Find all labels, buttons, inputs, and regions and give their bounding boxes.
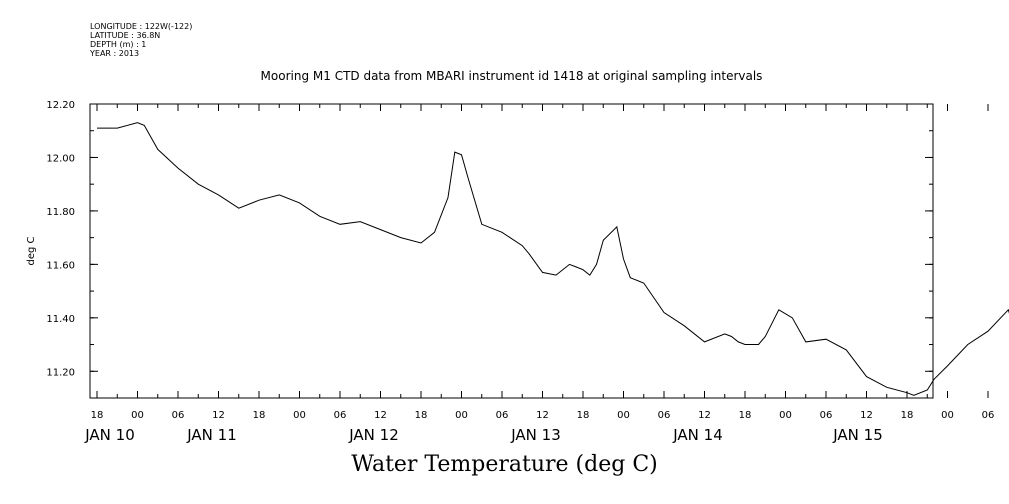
x-tick-label: 00 bbox=[131, 410, 144, 421]
series-line bbox=[97, 122, 1009, 396]
x-tick-label: 00 bbox=[941, 410, 954, 421]
y-tick-label: 11.40 bbox=[46, 314, 75, 325]
x-day-label: JAN 10 bbox=[84, 426, 135, 444]
x-tick-label: 06 bbox=[820, 410, 833, 421]
x-tick-label: 18 bbox=[415, 410, 428, 421]
x-tick-label: 12 bbox=[698, 410, 711, 421]
footer-title: Water Temperature (deg C) bbox=[351, 452, 658, 477]
metadata-block: LONGITUDE : 122W(-122) LATITUDE : 36.8N … bbox=[90, 22, 192, 58]
latitude-label: LATITUDE : 36.8N bbox=[90, 31, 161, 40]
x-tick-label: 18 bbox=[901, 410, 914, 421]
chart-title: Mooring M1 CTD data from MBARI instrumen… bbox=[260, 69, 763, 83]
x-tick-label: 06 bbox=[982, 410, 995, 421]
y-tick-label: 11.20 bbox=[46, 367, 75, 378]
x-tick-label: 18 bbox=[253, 410, 266, 421]
x-tick-label: 12 bbox=[860, 410, 873, 421]
x-tick-label: 12 bbox=[536, 410, 549, 421]
y-axis: 11.20 11.40 11.60 11.80 12.00 12.20 bbox=[46, 100, 933, 399]
year-label: YEAR : 2013 bbox=[90, 49, 140, 58]
depth-label: DEPTH (m) : 1 bbox=[90, 40, 147, 49]
y-tick-label: 11.60 bbox=[46, 260, 75, 271]
x-tick-label: 06 bbox=[172, 410, 185, 421]
x-tick-label: 06 bbox=[496, 410, 509, 421]
x-day-label: JAN 14 bbox=[672, 426, 723, 444]
x-tick-label: 06 bbox=[658, 410, 671, 421]
x-tick-label: 18 bbox=[739, 410, 752, 421]
x-tick-label: 18 bbox=[577, 410, 590, 421]
x-tick-label: 00 bbox=[779, 410, 792, 421]
plot-frame bbox=[89, 103, 934, 399]
x-day-label: JAN 15 bbox=[832, 426, 883, 444]
x-tick-label: 12 bbox=[374, 410, 387, 421]
x-tick-label: 06 bbox=[334, 410, 347, 421]
y-axis-label: deg C bbox=[26, 236, 37, 265]
x-tick-label: 18 bbox=[91, 410, 104, 421]
x-day-label: JAN 11 bbox=[186, 426, 237, 444]
x-tick-label: 00 bbox=[455, 410, 468, 421]
x-axis: 18 00 06 12 18 00 06 12 18 00 06 12 18 00 06 12 18 00 06 12… bbox=[84, 104, 995, 444]
y-tick-label: 12.20 bbox=[46, 100, 75, 111]
x-tick-label: 00 bbox=[617, 410, 630, 421]
x-tick-label: 12 bbox=[212, 410, 225, 421]
longitude-label: LONGITUDE : 122W(-122) bbox=[90, 22, 193, 31]
y-tick-label: 11.80 bbox=[46, 207, 75, 218]
y-tick-label: 12.00 bbox=[46, 153, 75, 164]
x-day-label: JAN 13 bbox=[510, 426, 561, 444]
x-tick-label: 00 bbox=[293, 410, 306, 421]
x-day-label: JAN 12 bbox=[348, 426, 399, 444]
